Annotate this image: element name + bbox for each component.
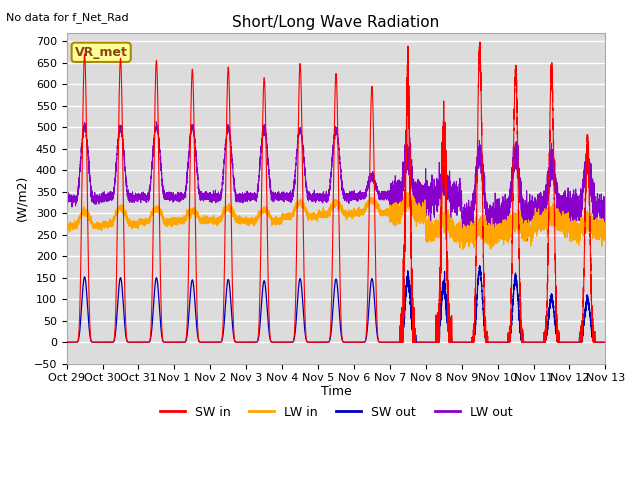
X-axis label: Time: Time bbox=[321, 385, 351, 398]
Title: Short/Long Wave Radiation: Short/Long Wave Radiation bbox=[232, 15, 440, 30]
Y-axis label: (W/m2): (W/m2) bbox=[15, 175, 28, 221]
Text: No data for f_Net_Rad: No data for f_Net_Rad bbox=[6, 12, 129, 23]
Text: VR_met: VR_met bbox=[75, 46, 127, 59]
Legend: SW in, LW in, SW out, LW out: SW in, LW in, SW out, LW out bbox=[154, 401, 518, 424]
